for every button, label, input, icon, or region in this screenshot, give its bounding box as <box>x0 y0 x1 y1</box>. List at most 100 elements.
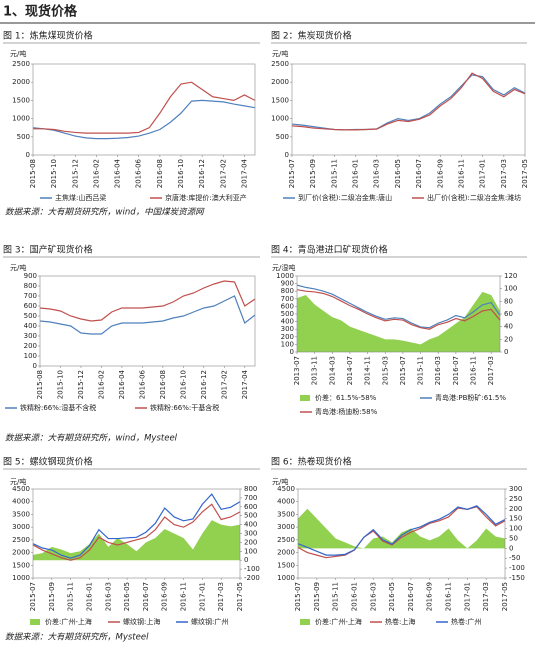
x-tick-label: 2017-01 <box>479 159 487 188</box>
y2-tick-label: 80 <box>504 297 513 305</box>
y2-tick-label: 500 <box>244 512 257 520</box>
y-tick-label: 0 <box>285 151 289 159</box>
y-tick-label: 0 <box>26 151 30 159</box>
y-tick-label: 1000 <box>277 574 295 582</box>
plot-frame <box>39 275 256 367</box>
page-title: 1、现货价格 <box>3 4 78 20</box>
x-tick-label: 2016-03 <box>434 356 442 385</box>
x-tick-label: 2015-11 <box>67 582 75 611</box>
y-tick-label: 500 <box>281 310 294 318</box>
x-tick-label: 2015-11 <box>417 356 425 385</box>
y-tick-label: 100 <box>24 352 37 360</box>
y-tick-label: 3500 <box>12 510 30 518</box>
x-tick-label: 2017-01 <box>198 582 206 611</box>
legend-label: 铁精粉:66%:干基含税 <box>150 403 219 412</box>
legend-label: 价差：61.5%-58% <box>315 393 377 402</box>
y-tick-label: 500 <box>17 133 30 141</box>
x-tick-label: 2016-04 <box>118 369 126 399</box>
y-tick-label: 900 <box>24 272 37 280</box>
legend-label: 青岛港:杨迪粉:58% <box>315 407 378 416</box>
y-tick-label: 600 <box>24 302 37 310</box>
y-tick-label: 1500 <box>12 561 30 569</box>
x-tick-label: 2016-03 <box>373 159 381 188</box>
legend-label: 价差:广州-上海 <box>45 617 92 626</box>
y-tick-label: 2500 <box>277 536 295 544</box>
x-tick-label: 2016-10 <box>177 159 185 188</box>
y-tick-label: 400 <box>281 318 294 326</box>
y2-tick-label: 20 <box>504 335 513 343</box>
y-tick-label: 500 <box>24 312 37 320</box>
x-tick-label: 2016-05 <box>123 582 131 611</box>
chart-caption: 图 2：焦炭现货价格 <box>271 30 352 42</box>
x-tick-label: 2016-01 <box>350 582 358 611</box>
source: 数据来源：大有期货研究所，wind，中国煤炭资源网 <box>5 207 205 218</box>
x-tick-label: 2016-07 <box>407 582 415 611</box>
y2-tick-label: 0 <box>509 544 513 552</box>
line <box>296 289 501 330</box>
y-tick-label: 2500 <box>12 60 30 68</box>
y2-tick-label: 100 <box>504 285 517 293</box>
x-tick-label: 2017-05 <box>236 582 244 611</box>
x-tick-label: 2017-01 <box>463 582 471 611</box>
chart-caption: 图 4：青岛港进口矿现货价格 <box>271 244 388 256</box>
legend-label: 铁精粉:66%:湿基不含税 <box>20 403 96 412</box>
y-axis-unit: 元/湿吨 <box>272 263 295 272</box>
y-axis-unit: 元/吨 <box>272 49 288 58</box>
x-tick-label: 2016-09 <box>161 582 169 611</box>
x-tick-label: 2017-03 <box>487 356 495 385</box>
x-tick-label: 2016-12 <box>198 159 206 188</box>
x-tick-label: 2016-04 <box>114 158 122 188</box>
x-tick-label: 2015-09 <box>48 582 56 611</box>
x-tick-label: 2016-07 <box>415 159 423 188</box>
y-tick-label: 2000 <box>277 549 295 557</box>
y-tick-label: 100 <box>281 340 294 348</box>
y2-tick-label: 100 <box>509 525 522 533</box>
x-tick-label: 2016-03 <box>104 582 112 611</box>
line <box>297 505 506 556</box>
x-tick-label: 2017-03 <box>500 159 508 188</box>
x-tick-label: 2017-02 <box>220 370 228 399</box>
y-tick-label: 4000 <box>277 498 295 506</box>
x-tick-label: 2016-09 <box>426 582 434 611</box>
y2-tick-label: 200 <box>509 505 522 513</box>
x-tick-label: 2015-08 <box>36 370 44 399</box>
x-tick-label: 2014-03 <box>328 356 336 385</box>
legend-label: 出厂价(含税):二级冶金焦:潍坊 <box>427 193 521 202</box>
y-tick-label: 1500 <box>271 96 289 104</box>
y2-tick-label: 400 <box>244 521 257 529</box>
source: 数据来源：大有期货研究所，wind，Mysteel <box>5 433 178 444</box>
x-tick-label: 2015-10 <box>50 159 58 188</box>
legend-swatch <box>30 619 40 625</box>
y2-tick-label: 250 <box>509 495 522 503</box>
y-tick-label: 1000 <box>271 115 289 123</box>
legend-label: 热卷:上海 <box>385 617 415 626</box>
x-tick-label: 2013-11 <box>311 356 319 385</box>
x-tick-label: 2017-03 <box>217 582 225 611</box>
line <box>296 284 501 329</box>
x-tick-label: 2016-11 <box>180 582 188 611</box>
y-tick-label: 2500 <box>271 60 289 68</box>
legend-label: 青岛港:PB粉矿:61.5% <box>435 393 506 402</box>
chart-caption: 图 1：炼焦煤现货价格 <box>3 30 93 42</box>
x-tick-label: 2016-06 <box>138 369 146 399</box>
y-tick-label: 1500 <box>277 561 295 569</box>
x-tick-label: 2016-06 <box>135 158 143 188</box>
x-tick-label: 2017-02 <box>219 159 227 188</box>
x-tick-label: 2014-07 <box>346 356 354 385</box>
x-tick-label: 2016-01 <box>85 582 93 611</box>
y-tick-label: 2500 <box>12 536 30 544</box>
y-axis-unit: 元/吨 <box>10 477 26 486</box>
y-tick-label: 3000 <box>12 523 30 531</box>
x-tick-label: 2017-05 <box>501 582 509 611</box>
x-tick-label: 2015-08 <box>29 159 37 188</box>
plot-frame <box>291 63 526 156</box>
x-tick-label: 2016-02 <box>92 159 100 188</box>
y-tick-label: 2000 <box>271 78 289 86</box>
x-tick-label: 2015-11 <box>330 159 338 188</box>
legend-label: 主焦煤:山西吕梁 <box>55 193 106 202</box>
x-tick-label: 2016-09 <box>436 159 444 188</box>
x-tick-label: 2016-05 <box>388 582 396 611</box>
x-tick-label: 2016-12 <box>200 370 208 399</box>
x-tick-label: 2016-08 <box>159 370 167 399</box>
